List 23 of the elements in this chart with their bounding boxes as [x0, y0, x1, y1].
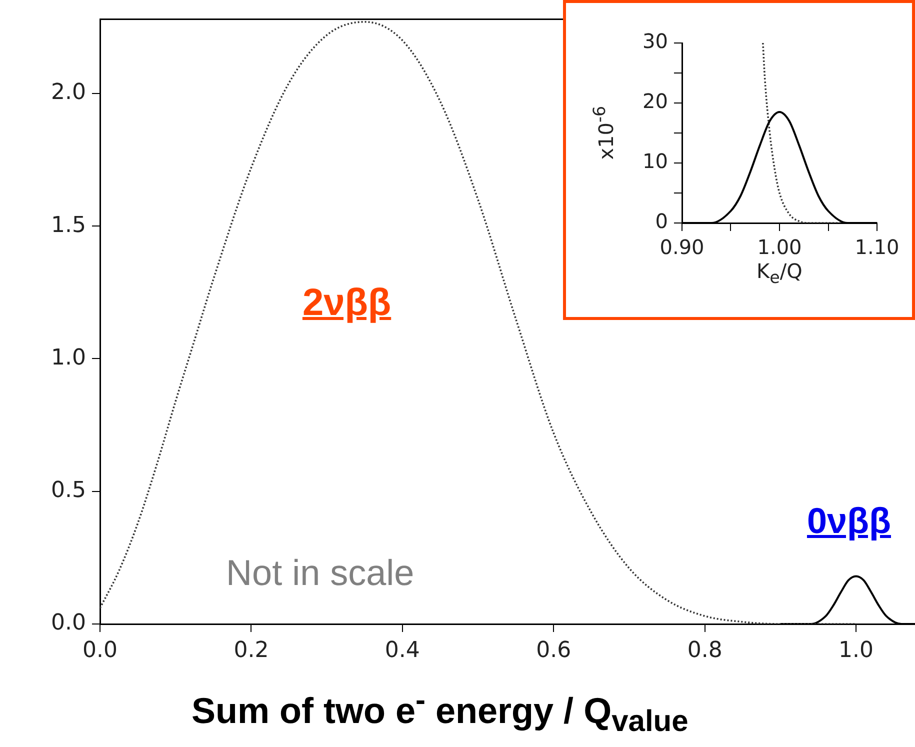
y-tick-label: 20 — [642, 89, 668, 114]
y-tick-label: 10 — [642, 149, 668, 174]
x-tick-label: 0.0 — [82, 638, 118, 663]
y-tick-label: 1.5 — [51, 212, 86, 238]
x-tick-label: 1.00 — [757, 235, 802, 260]
annotation: 0νββ — [806, 500, 891, 542]
annotation: 2νββ — [302, 282, 392, 325]
y-tick-label: 0.0 — [51, 610, 86, 636]
x-tick-label: 0.8 — [687, 638, 722, 663]
x-tick-label: 0.4 — [384, 638, 420, 663]
x-tick-label: 0.6 — [536, 638, 572, 663]
x-tick-label: 1.0 — [838, 638, 874, 663]
y-tick-label: 0.5 — [51, 478, 86, 504]
y-tick-label: 30 — [642, 29, 668, 54]
y-tick-label: 0 — [655, 209, 668, 234]
y-tick-label: 1.0 — [51, 345, 86, 370]
x-tick-label: 1.10 — [854, 235, 900, 260]
x-axis-title: Sum of two e$^{-}$ energy / Q$_{value}$ — [192, 684, 688, 740]
x-tick-label: 0.2 — [234, 638, 269, 663]
y-tick-label: 2.0 — [51, 80, 86, 106]
x-tick-label: 0.90 — [660, 235, 704, 260]
annotation: Not in scale — [226, 552, 414, 594]
x-axis-title: K$_{e}$/Q — [756, 259, 802, 287]
